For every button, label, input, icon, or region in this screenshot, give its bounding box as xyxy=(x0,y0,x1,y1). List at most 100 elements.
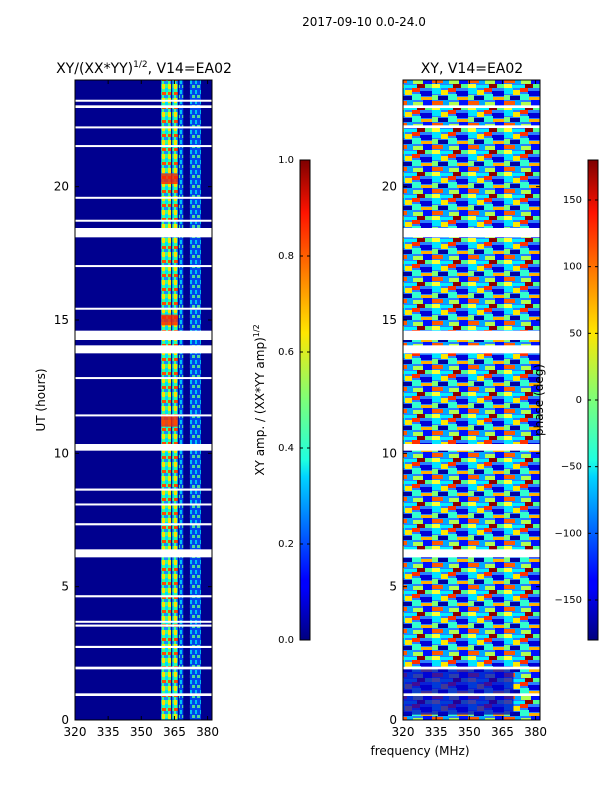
colorbar-tick-label: 1.0 xyxy=(278,155,294,166)
x-tick-label: 380 xyxy=(524,725,547,739)
phase-colorbar-ticks: −150 −100 −50 0 50 100 150 xyxy=(555,195,598,606)
data-gap-band xyxy=(403,549,540,558)
data-gap-band xyxy=(403,693,540,696)
low-phase-region xyxy=(403,669,514,694)
x-tick-label: 335 xyxy=(97,725,120,739)
y-tick-label: 10 xyxy=(382,446,397,460)
data-gap-band xyxy=(75,666,212,670)
amplitude-colorbar xyxy=(299,159,311,641)
high-amplitude-feature xyxy=(161,173,178,184)
data-gap-band xyxy=(75,693,212,696)
amplitude-heatmap xyxy=(161,80,201,720)
data-gap-band xyxy=(403,444,540,451)
colorbar-tick-label: 0 xyxy=(576,395,582,406)
data-gap-band xyxy=(403,666,540,670)
data-gap-band xyxy=(75,228,212,238)
colorbar-tick-label: 0.6 xyxy=(278,347,294,358)
high-amplitude-feature xyxy=(161,314,178,326)
colorbar-tick-label: 0.2 xyxy=(278,539,294,550)
active-frequency-band xyxy=(172,80,178,720)
colorbar-tick-label: 100 xyxy=(563,262,582,273)
data-gap-band xyxy=(403,105,540,108)
data-gap-band xyxy=(75,488,212,491)
phase-colorbar-label: phase (deg) xyxy=(532,364,546,436)
data-gap-band xyxy=(75,307,212,310)
amplitude-plot-frame xyxy=(74,79,213,721)
colorbar-tick-label: −100 xyxy=(555,528,582,539)
data-gap-band xyxy=(403,125,540,128)
data-gap-band xyxy=(75,126,212,129)
data-gap-band xyxy=(75,595,212,598)
y-tick-label: 15 xyxy=(382,313,397,327)
x-tick-label: 365 xyxy=(163,725,186,739)
colorbar-tick-label: 50 xyxy=(569,328,582,339)
data-gap-band xyxy=(75,523,212,526)
amplitude-panel: XY/(XX*YY)1/2, V14=EA02 320 335 350 365 380 … xyxy=(34,60,311,739)
data-gap-band xyxy=(75,503,212,506)
y-tick-label: 10 xyxy=(54,446,69,460)
amplitude-data-gaps xyxy=(75,99,212,696)
data-gap-band xyxy=(75,105,212,108)
phase-data-gaps xyxy=(403,105,540,696)
amplitude-colorbar-ticks: 0.0 0.2 0.4 0.6 0.8 1.0 xyxy=(278,155,310,646)
data-gap-band xyxy=(403,330,540,340)
data-gap-band xyxy=(75,645,212,648)
data-gap-band xyxy=(75,99,212,102)
x-tick-label: 350 xyxy=(458,725,481,739)
colorbar-tick-label: 0.8 xyxy=(278,251,294,262)
phase-panel: XY, V14=EA02 320 335 350 365 380 0 5 10 15 20 fr… xyxy=(370,61,599,758)
y-tick-label: 20 xyxy=(382,180,397,194)
x-tick-label: 320 xyxy=(392,725,415,739)
active-frequency-band xyxy=(161,80,172,720)
x-tick-label: 335 xyxy=(425,725,448,739)
x-tick-label: 380 xyxy=(196,725,219,739)
data-gap-band xyxy=(403,345,540,354)
y-tick-label: 5 xyxy=(61,580,69,594)
high-amplitude-feature xyxy=(161,416,178,427)
phase-y-axis: 0 5 10 15 20 xyxy=(382,180,540,727)
x-tick-label: 365 xyxy=(491,725,514,739)
y-tick-label: 15 xyxy=(54,313,69,327)
data-gap-band xyxy=(75,444,212,451)
amplitude-heatmap-background xyxy=(75,80,212,720)
data-gap-band xyxy=(75,377,212,380)
phase-x-axis: 320 335 350 365 380 xyxy=(392,80,547,739)
amplitude-y-axis-label: UT (hours) xyxy=(34,368,48,431)
amplitude-panel-title: XY/(XX*YY)1/2, V14=EA02 xyxy=(56,60,232,77)
colorbar-tick-label: 0.4 xyxy=(278,443,294,454)
data-gap-band xyxy=(403,228,540,238)
data-gap-band xyxy=(75,219,212,222)
amplitude-colorbar-label: XY amp. / (XX*YY amp)1/2 xyxy=(252,324,267,475)
data-gap-band xyxy=(75,624,212,627)
data-gap-band xyxy=(75,265,212,268)
colorbar-tick-label: −150 xyxy=(555,595,582,606)
y-tick-label: 0 xyxy=(61,713,69,727)
amplitude-y-axis: 0 5 10 15 20 xyxy=(54,180,212,727)
phase-heatmap xyxy=(403,669,514,715)
data-gap-band xyxy=(75,549,212,558)
phase-heatmap-background xyxy=(403,80,540,720)
phase-x-axis-label: frequency (MHz) xyxy=(370,744,469,758)
phase-plot-frame xyxy=(402,79,541,721)
data-gap-band xyxy=(75,330,212,340)
figure-suptitle: 2017-09-10 0.0-24.0 xyxy=(302,15,426,29)
y-tick-label: 0 xyxy=(389,713,397,727)
amplitude-x-axis: 320 335 350 365 380 xyxy=(64,80,219,739)
x-tick-label: 320 xyxy=(64,725,87,739)
data-gap-band xyxy=(75,196,212,199)
colorbar-tick-label: −50 xyxy=(561,462,582,473)
colorbar-tick-label: 150 xyxy=(563,195,582,206)
data-gap-band xyxy=(75,620,212,623)
data-gap-band xyxy=(75,145,212,148)
y-tick-label: 5 xyxy=(389,580,397,594)
low-phase-region xyxy=(403,696,514,715)
y-tick-label: 20 xyxy=(54,180,69,194)
colorbar-tick-label: 0.0 xyxy=(278,635,294,646)
active-frequency-band xyxy=(178,80,184,720)
phase-panel-title: XY, V14=EA02 xyxy=(421,61,523,77)
x-tick-label: 350 xyxy=(130,725,153,739)
data-gap-band xyxy=(75,414,212,417)
data-gap-band xyxy=(75,345,212,354)
active-frequency-band xyxy=(189,80,201,720)
